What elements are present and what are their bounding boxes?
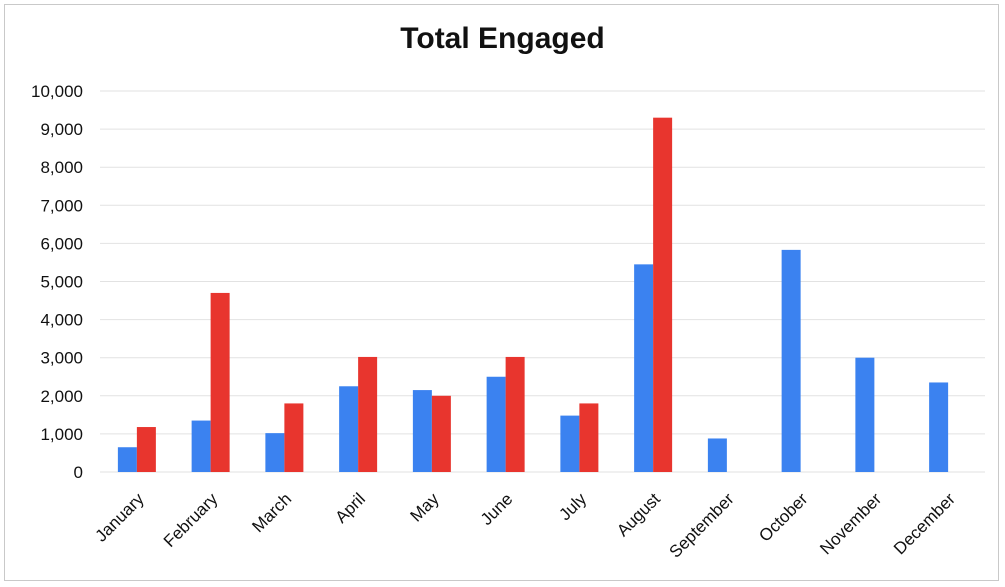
x-tick-label: July: [555, 489, 590, 524]
y-tick-label: 8,000: [40, 158, 83, 177]
y-tick-label: 3,000: [40, 349, 83, 368]
bar: [136, 427, 156, 472]
x-tick-label: January: [91, 489, 148, 546]
x-tick-label: June: [477, 489, 517, 529]
bar: [929, 382, 949, 472]
chart-title: Total Engaged: [400, 22, 605, 55]
bar: [505, 356, 525, 472]
x-tick-label: March: [248, 489, 295, 536]
y-tick-label: 6,000: [40, 234, 83, 253]
bar: [431, 395, 451, 472]
bar: [653, 117, 673, 473]
bar: [191, 420, 211, 472]
x-tick-label: April: [331, 489, 368, 526]
y-tick-label: 0: [74, 463, 83, 482]
bar: [579, 403, 599, 472]
bar: [265, 433, 285, 472]
bar: [560, 415, 580, 472]
bar: [634, 264, 654, 472]
bar: [117, 447, 137, 472]
y-tick-label: 1,000: [40, 425, 83, 444]
x-tick-label: October: [755, 489, 811, 545]
bar: [707, 438, 727, 472]
x-tick-label: August: [613, 489, 664, 540]
bar: [486, 376, 506, 472]
bar: [358, 356, 378, 472]
bar: [210, 292, 230, 472]
x-tick-label: May: [407, 489, 443, 525]
y-tick-label: 7,000: [40, 196, 83, 215]
y-tick-label: 10,000: [31, 82, 83, 101]
chart-frame: [4, 4, 999, 581]
y-tick-label: 5,000: [40, 273, 83, 292]
x-tick-label: September: [665, 489, 737, 561]
bar: [781, 249, 801, 472]
x-tick-label: December: [890, 489, 959, 558]
bar: [284, 403, 304, 472]
y-tick-label: 4,000: [40, 311, 83, 330]
y-tick-label: 2,000: [40, 387, 83, 406]
x-tick-label: February: [160, 489, 222, 551]
y-tick-label: 9,000: [40, 120, 83, 139]
bar: [412, 390, 432, 472]
bar: [339, 386, 359, 472]
x-tick-label: November: [816, 489, 885, 558]
bar: [855, 357, 875, 472]
